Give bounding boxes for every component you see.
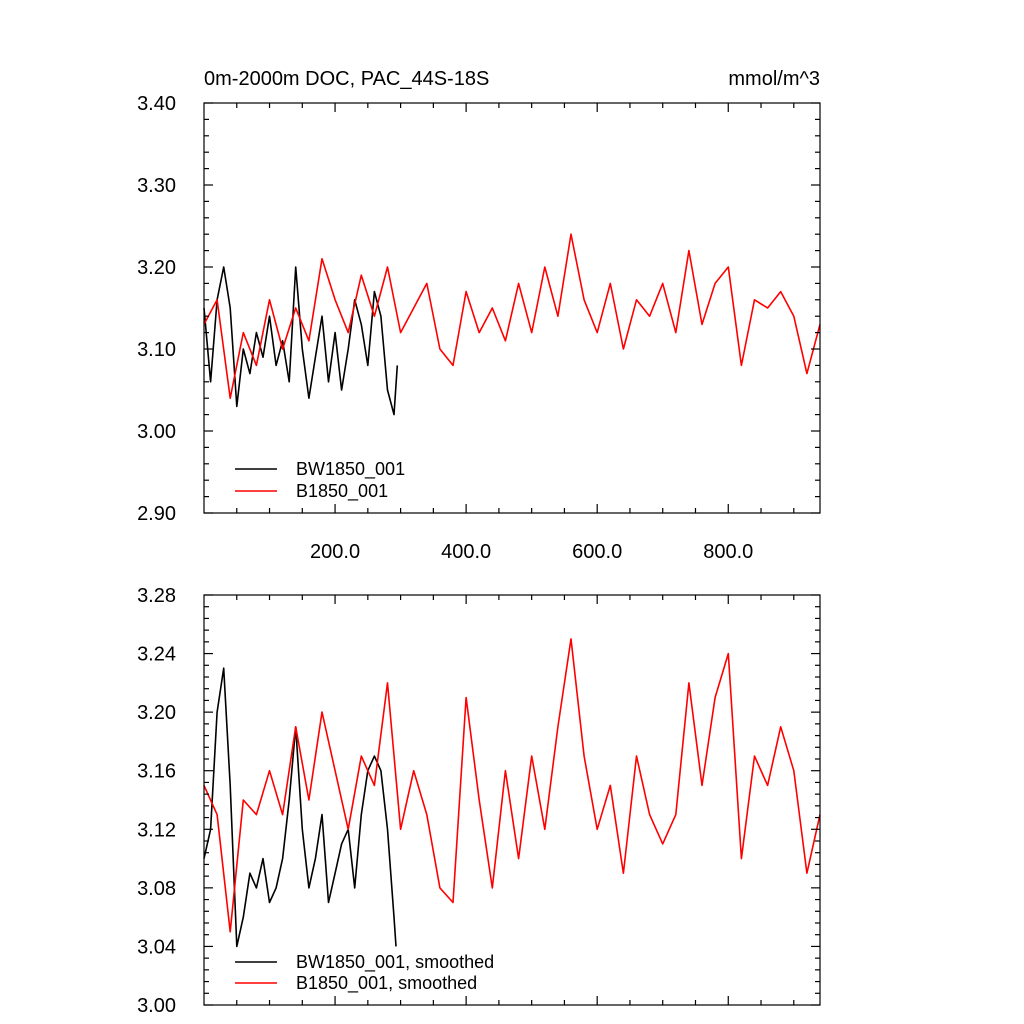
top-x-tick-label: 200.0 xyxy=(310,541,360,563)
legend-label-b1850: B1850_001 xyxy=(296,481,388,502)
bottom-y-tick-label: 3.28 xyxy=(137,585,176,607)
top-panel-title: 0m-2000m DOC, PAC_44S-18S xyxy=(204,68,489,90)
legend-label-bw1850: BW1850_001 xyxy=(296,459,405,480)
top-y-tick-label: 3.10 xyxy=(137,339,176,361)
top-series-line-0 xyxy=(203,266,399,416)
top-series-group xyxy=(203,233,821,416)
bottom-plot-frame xyxy=(203,594,821,1006)
bottom-y-tick-label: 3.04 xyxy=(137,936,176,958)
top-y-tick-label: 3.40 xyxy=(137,93,176,115)
top-y-tick-label: 3.20 xyxy=(137,257,176,279)
bottom-legend: BW1850_001, smoothed B1850_001, smoothed xyxy=(235,952,494,994)
bottom-y-tick-label: 3.24 xyxy=(137,644,176,666)
top-y-tick-label: 3.00 xyxy=(137,421,176,443)
top-x-tick-label: 800.0 xyxy=(703,541,753,563)
bottom-series-line-1 xyxy=(203,638,821,933)
top-y-tick-label: 3.30 xyxy=(137,175,176,197)
top-axis-ticks: 2.90 3.00 3.10 3.20 3.30 3.40 200.0 400.0 600.0 8… xyxy=(137,93,820,563)
legend-label-bw1850-smoothed: BW1850_001, smoothed xyxy=(296,952,494,973)
bottom-axis-ticks: 3.00 3.04 3.08 3.12 3.16 3.20 3.24 3.28 xyxy=(137,585,820,1017)
top-panel: 0m-2000m DOC, PAC_44S-18S mmol/m^3 2.90 3… xyxy=(137,68,821,563)
bottom-series-group xyxy=(203,638,821,948)
bottom-y-tick-label: 3.12 xyxy=(137,819,176,841)
bottom-y-tick-label: 3.20 xyxy=(137,702,176,724)
top-plot-frame xyxy=(203,102,821,514)
top-y-tick-label: 2.90 xyxy=(137,503,176,525)
legend-label-b1850-smoothed: B1850_001, smoothed xyxy=(296,973,477,994)
top-legend: BW1850_001 B1850_001 xyxy=(235,459,405,502)
bottom-y-tick-label: 3.00 xyxy=(137,995,176,1017)
bottom-y-tick-label: 3.16 xyxy=(137,761,176,783)
top-panel-units: mmol/m^3 xyxy=(728,68,820,90)
bottom-y-tick-label: 3.08 xyxy=(137,878,176,900)
top-x-tick-label: 400.0 xyxy=(441,541,491,563)
top-x-tick-label: 600.0 xyxy=(572,541,622,563)
bottom-panel: 3.00 3.04 3.08 3.12 3.16 3.20 3.24 3.28 BW1850_… xyxy=(137,585,821,1017)
top-series-line-1 xyxy=(203,233,821,400)
